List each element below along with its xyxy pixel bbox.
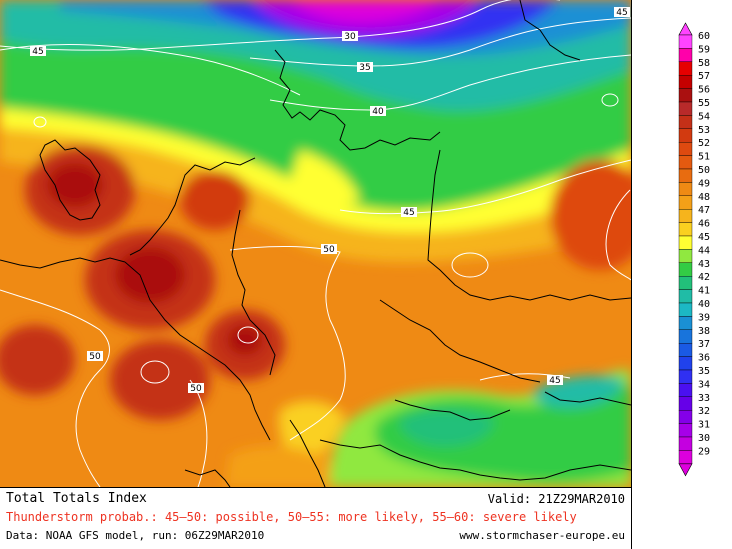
legend-label: 30: [698, 433, 710, 444]
legend-swatch: [678, 34, 693, 49]
legend-label: 60: [698, 31, 710, 42]
legend-swatch: [678, 423, 693, 438]
legend-label: 31: [698, 420, 710, 431]
legend-swatch: [678, 383, 693, 397]
legend-swatch: [678, 74, 693, 89]
svg-text:45: 45: [616, 8, 627, 18]
legend-min-arrow: [678, 463, 693, 477]
legend-label: 55: [698, 98, 710, 109]
legend-swatch: [678, 222, 693, 237]
legend-label: 48: [698, 192, 710, 203]
legend-swatch: [678, 182, 693, 196]
legend-swatch: [678, 155, 693, 170]
legend-swatch: [678, 316, 693, 330]
svg-text:45: 45: [403, 208, 414, 218]
legend-swatch: [678, 410, 693, 424]
legend-label: 47: [698, 205, 710, 216]
contour-label: 45: [614, 7, 630, 18]
data-source: Data: NOAA GFS model, run: 06Z29MAR2010: [6, 529, 265, 542]
legend-swatch: [678, 450, 693, 464]
legend-swatch: [678, 115, 693, 130]
legend-label: 45: [698, 232, 710, 243]
svg-text:35: 35: [359, 63, 370, 73]
legend-label: 36: [698, 353, 710, 364]
total-totals-field: 30 35 40 45 45 45 45 50 50 50: [0, 0, 631, 487]
contour-label: 45: [401, 207, 417, 218]
svg-text:50: 50: [323, 245, 335, 255]
svg-text:45: 45: [32, 47, 43, 57]
svg-text:45: 45: [549, 376, 560, 386]
legend-label: 49: [698, 178, 710, 189]
legend-swatch: [678, 195, 693, 210]
map-footer: Total Totals Index Valid: 21Z29MAR2010 T…: [0, 487, 631, 549]
legend-swatch: [678, 369, 693, 384]
legend-label: 29: [698, 446, 710, 457]
map-title: Total Totals Index: [6, 491, 147, 506]
legend-label: 42: [698, 272, 710, 283]
legend-label: 54: [698, 111, 710, 122]
legend-swatch: [678, 289, 693, 304]
legend-label: 43: [698, 259, 710, 270]
contour-label: 50: [321, 244, 337, 255]
contour-label: 45: [547, 375, 563, 386]
website-link[interactable]: www.stormchaser-europe.eu: [459, 529, 625, 542]
legend-swatch: [678, 61, 693, 76]
legend-label: 34: [698, 379, 710, 390]
legend-label: 52: [698, 138, 710, 149]
legend-label: 44: [698, 245, 710, 256]
legend-label: 35: [698, 366, 710, 377]
legend-label: 39: [698, 312, 710, 323]
legend-swatch: [678, 396, 693, 411]
legend-label: 56: [698, 85, 710, 96]
legend-swatch: [678, 343, 693, 357]
legend-swatch: [678, 436, 693, 451]
svg-text:50: 50: [190, 384, 202, 394]
legend-swatch: [678, 48, 693, 63]
legend-max-arrow: [678, 22, 693, 36]
legend-label: 37: [698, 339, 710, 350]
legend-label: 33: [698, 393, 710, 404]
legend-swatch: [678, 88, 693, 103]
contour-label: 45: [30, 46, 46, 57]
legend-label: 57: [698, 71, 710, 82]
color-bar: 60 59 58 57 56 55 54 53 52 51 50 49 48 47 46 45 44 43 42 41…: [678, 22, 710, 477]
legend-swatch: [678, 276, 693, 290]
contour-label: 30: [342, 31, 358, 42]
legend-swatch: [678, 262, 693, 277]
contour-label: 50: [87, 351, 103, 362]
svg-text:50: 50: [89, 352, 101, 362]
legend-label: 38: [698, 326, 710, 337]
legend-swatch: [678, 128, 693, 143]
legend-swatch: [678, 208, 693, 223]
legend-swatch: [678, 302, 693, 317]
legend-label: 59: [698, 44, 710, 55]
legend-label: 58: [698, 58, 710, 69]
legend-swatch: [678, 235, 693, 250]
legend-label: 32: [698, 406, 710, 417]
legend-label: 40: [698, 299, 710, 310]
contour-label: 35: [357, 62, 373, 73]
weather-map[interactable]: 30 35 40 45 45 45 45 50 50 50: [0, 0, 631, 487]
svg-text:40: 40: [372, 107, 384, 117]
thunderstorm-probability-note: Thunderstorm probab.: 45—50: possible, 5…: [6, 510, 577, 524]
contour-label: 40: [370, 106, 386, 117]
legend-label: 53: [698, 125, 710, 136]
legend-label: 41: [698, 286, 710, 297]
legend-swatch: [678, 356, 693, 371]
legend-label: 50: [698, 165, 710, 176]
valid-time: Valid: 21Z29MAR2010: [487, 492, 625, 506]
svg-text:30: 30: [344, 32, 356, 42]
map-frame: [631, 0, 632, 549]
legend-swatch: [678, 141, 693, 156]
legend-swatch: [678, 329, 693, 344]
contour-label: 50: [188, 383, 204, 394]
legend-swatch: [678, 101, 693, 116]
legend-swatch: [678, 249, 693, 263]
legend-swatch: [678, 168, 693, 183]
color-scale-legend: 60 59 58 57 56 55 54 53 52 51 50 49 48 47 46 45 44 43 42 41…: [632, 0, 732, 549]
legend-label: 51: [698, 152, 710, 163]
legend-label: 46: [698, 219, 710, 230]
